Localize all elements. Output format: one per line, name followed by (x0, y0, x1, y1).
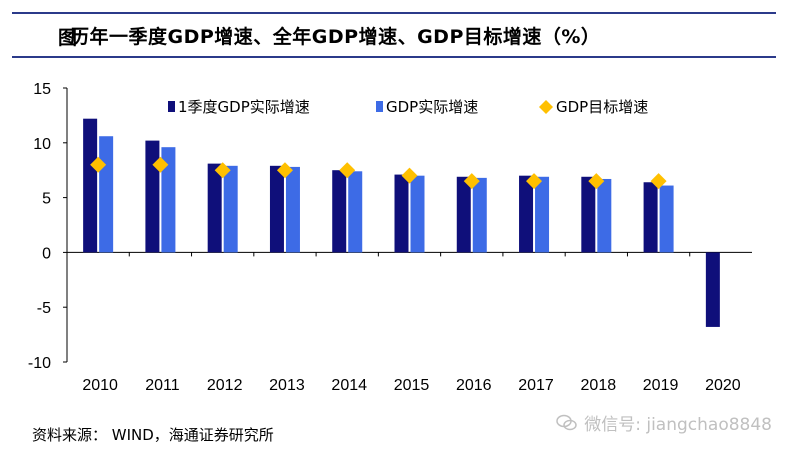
chart-title: 历年一季度GDP增速、全年GDP增速、GDP目标增速（%） (70, 25, 601, 48)
watermark: 微信号: jiangchao8848 (556, 410, 772, 435)
marker-target-2014 (339, 162, 356, 179)
marker-target-2018 (588, 173, 605, 190)
bar-q1-2020 (705, 252, 720, 327)
axes: 15 10 5 0 -5 -10 2010 2011 2012 2013 2014 2015 2016 2… (28, 81, 752, 394)
marker-target-2012 (214, 162, 231, 179)
y-tick-label: -10 (28, 355, 51, 372)
watermark-text: 微信号: jiangchao8848 (584, 415, 772, 435)
legend: 1季度GDP实际增速 GDP实际增速 GDP目标增速 (168, 98, 648, 116)
figure-label: 图 (58, 27, 78, 49)
marker-target-2011 (152, 156, 169, 173)
bar-q1-2017 (519, 175, 534, 253)
bar-q1-2016 (456, 176, 471, 253)
bar-q1-2018 (581, 176, 596, 253)
target-markers (90, 156, 667, 190)
x-tick-label: 2019 (643, 377, 679, 394)
x-tick-label: 2010 (82, 377, 118, 394)
x-tick-label: 2020 (705, 377, 741, 394)
bar-annual-2011 (161, 147, 176, 253)
bar-annual-2018 (597, 178, 612, 253)
marker-target-2016 (463, 173, 480, 190)
bars (83, 118, 720, 327)
marker-target-2017 (526, 173, 543, 190)
y-tick-label: -5 (37, 300, 51, 317)
bar-annual-2012 (223, 165, 238, 253)
x-tick-label: 2018 (581, 377, 617, 394)
source-note: 资料来源： WIND，海通证券研究所 (32, 426, 274, 444)
marker-target-2019 (650, 173, 667, 190)
legend-label-q1: 1季度GDP实际增速 (178, 98, 310, 116)
bar-annual-2013 (285, 166, 300, 253)
legend-swatch-annual (376, 101, 383, 112)
y-tick-label: 10 (33, 136, 51, 153)
bar-annual-2010 (99, 136, 114, 253)
x-tick-label: 2011 (145, 377, 180, 394)
y-tick-label: 15 (33, 81, 51, 98)
legend-label-target: GDP目标增速 (556, 98, 648, 116)
marker-target-2015 (401, 167, 418, 184)
wechat-icon (556, 414, 577, 430)
bar-q1-2010 (83, 118, 98, 253)
marker-target-2010 (90, 156, 107, 173)
bar-q1-2015 (394, 174, 409, 253)
legend-label-annual: GDP实际增速 (386, 98, 478, 116)
legend-swatch-q1 (168, 101, 175, 112)
bar-q1-2019 (643, 182, 658, 253)
x-tick-label: 2012 (207, 377, 243, 394)
bar-q1-2012 (207, 163, 222, 253)
bar-annual-2015 (410, 175, 425, 253)
title-bar: 图 历年一季度GDP增速、全年GDP增速、GDP目标增速（%） (12, 12, 776, 58)
bar-q1-2014 (332, 170, 347, 253)
x-tick-label: 2014 (331, 377, 367, 394)
bar-annual-2017 (535, 176, 550, 253)
x-tick-label: 2017 (518, 377, 554, 394)
legend-swatch-target (539, 100, 553, 114)
bar-annual-2019 (659, 185, 674, 253)
y-tick-label: 0 (42, 245, 51, 262)
bar-q1-2013 (269, 165, 284, 253)
marker-target-2013 (276, 162, 293, 179)
x-tick-label: 2013 (269, 377, 305, 394)
bar-annual-2016 (472, 177, 487, 253)
bar-q1-2011 (145, 140, 160, 253)
bar-annual-2014 (348, 171, 363, 253)
x-tick-label: 2016 (456, 377, 492, 394)
x-tick-label: 2015 (394, 377, 430, 394)
y-tick-label: 5 (42, 191, 51, 208)
